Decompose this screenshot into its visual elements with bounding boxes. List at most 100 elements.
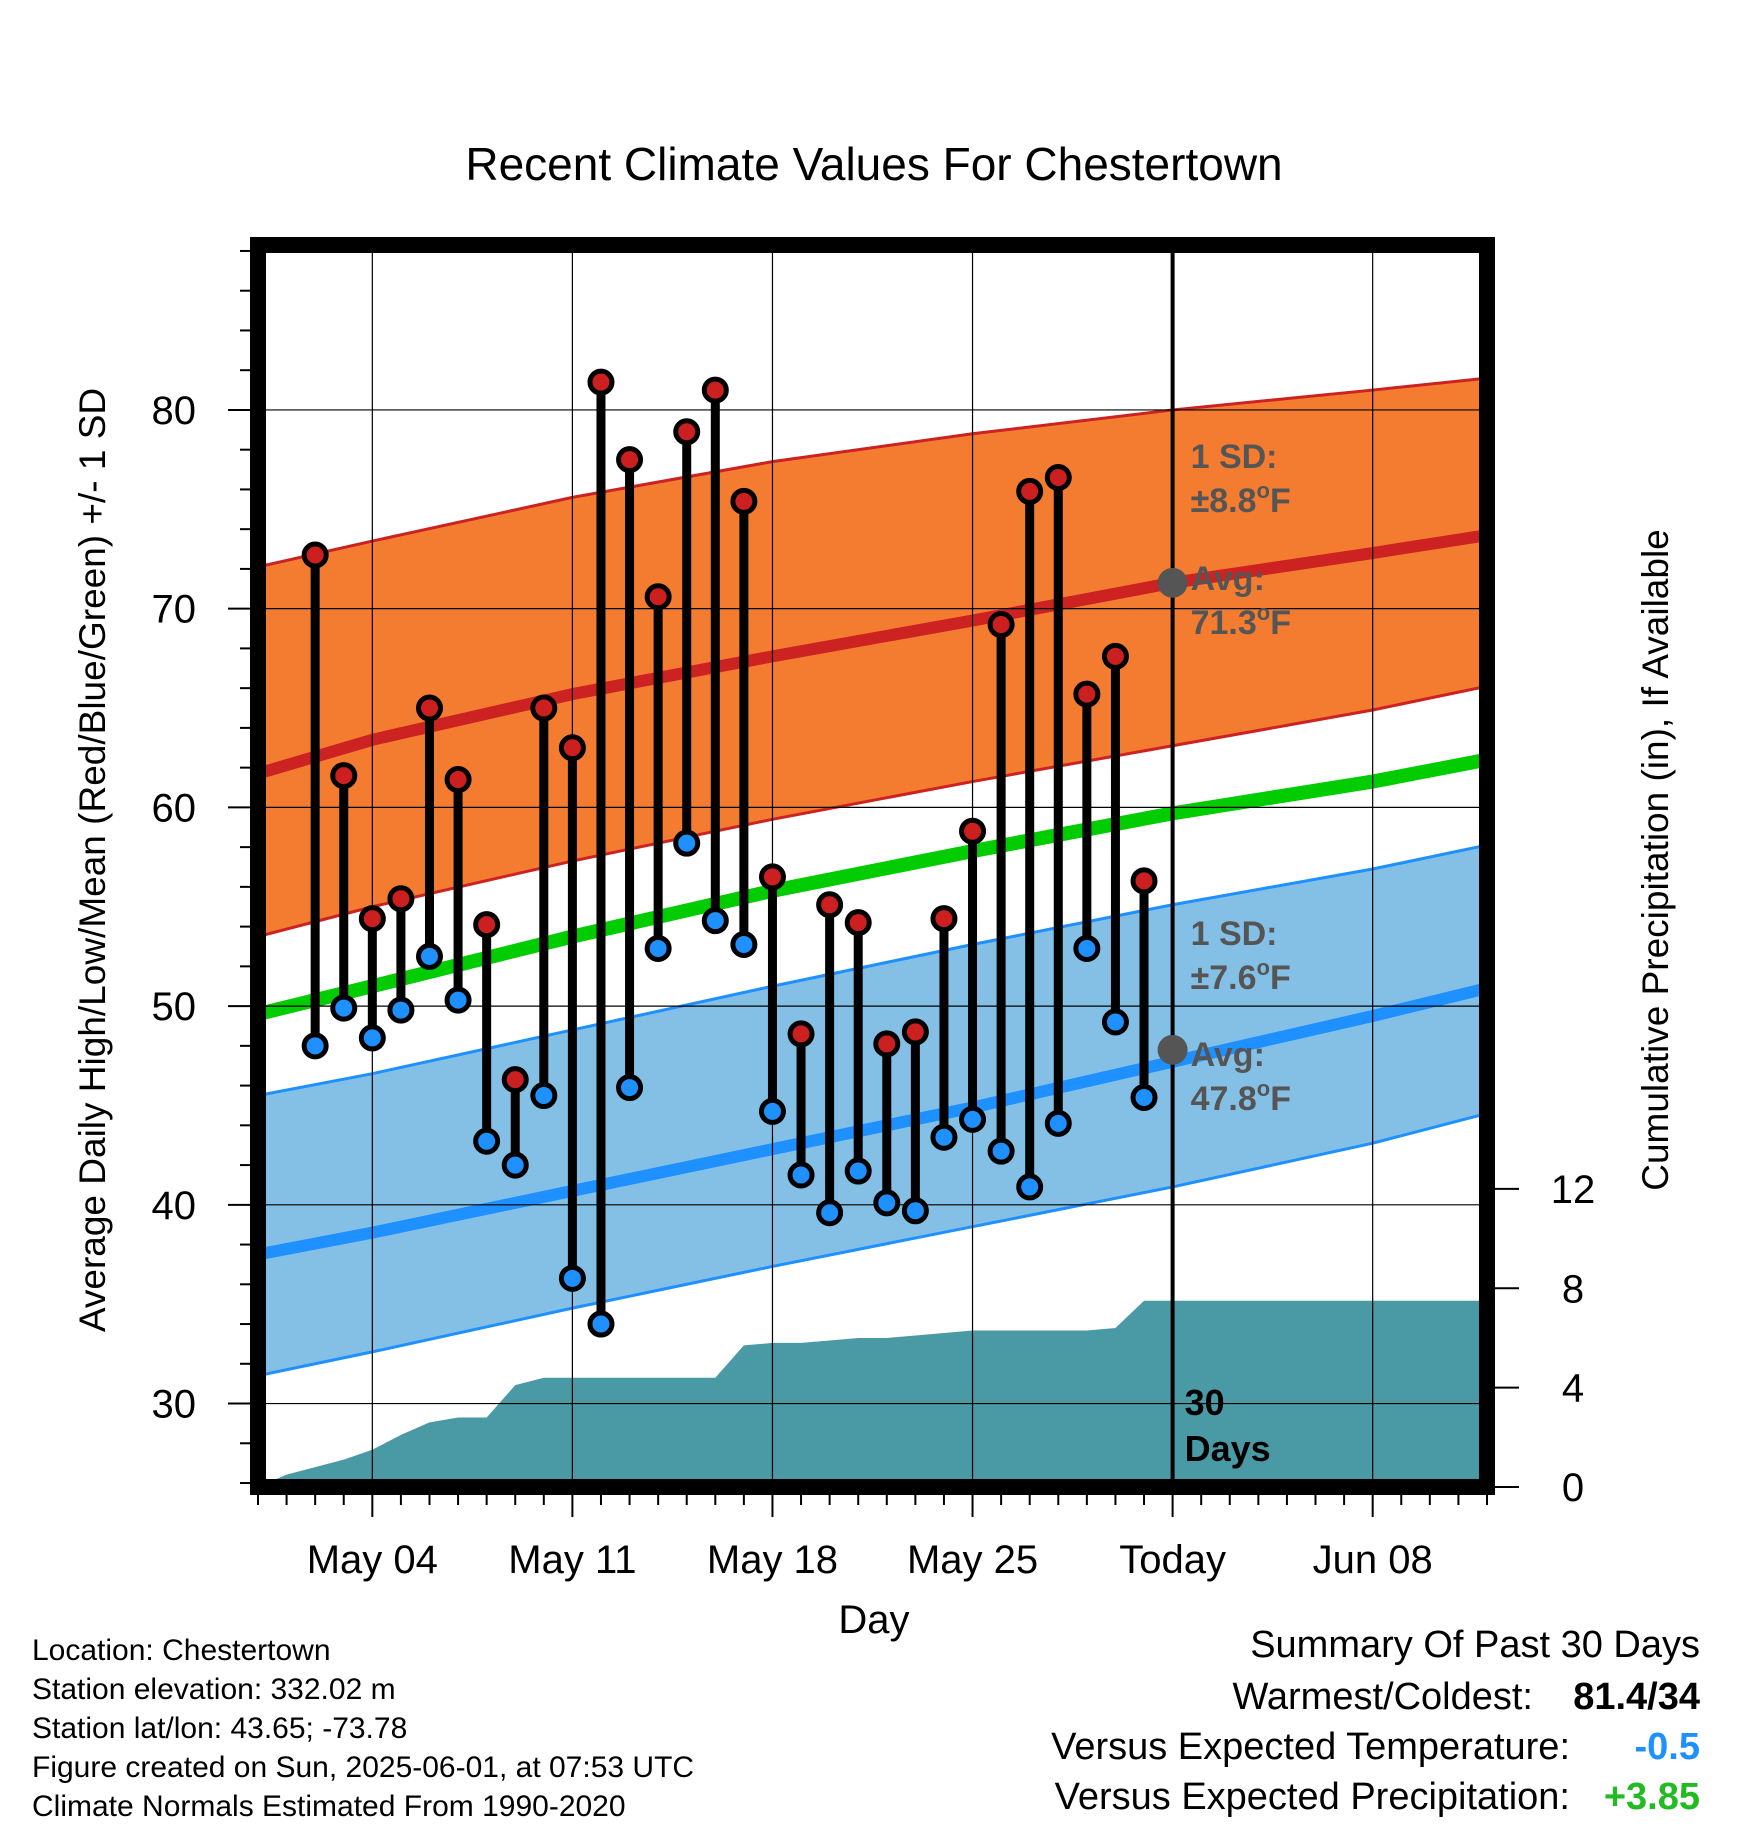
warmest-label: Warmest/Coldest: bbox=[1232, 1676, 1533, 1718]
low-sd-band bbox=[258, 845, 1487, 1376]
daily-low-point bbox=[1016, 1173, 1044, 1201]
low-avg-degree: o bbox=[1257, 1076, 1270, 1101]
daily-low-point bbox=[501, 1151, 529, 1179]
y-axis-right-label: Cumulative Precipitation (in), If Availa… bbox=[1635, 529, 1676, 1191]
daily-high-point bbox=[473, 911, 501, 939]
precip-vs-expected-label: Versus Expected Precipitation: bbox=[1054, 1776, 1570, 1818]
low-avg-marker bbox=[1157, 1034, 1188, 1065]
daily-high-point bbox=[987, 611, 1015, 639]
x-tick-label: Today bbox=[1119, 1538, 1226, 1582]
daily-low-point bbox=[644, 934, 672, 962]
low-sd-label: 1 SD: bbox=[1191, 915, 1278, 953]
low-avg-label: Avg: bbox=[1191, 1036, 1265, 1074]
location-text: Location: Chestertown bbox=[32, 1634, 331, 1667]
low-sd-value: ±7.6oF bbox=[1191, 955, 1291, 997]
daily-high-point bbox=[787, 1020, 815, 1048]
x-tick-label: Jun 08 bbox=[1313, 1538, 1433, 1582]
y-tick-label: 30 bbox=[152, 1383, 197, 1427]
precipitation-area bbox=[258, 1300, 1487, 1487]
high-sd-band bbox=[258, 378, 1487, 937]
x-tick-label: May 04 bbox=[307, 1538, 438, 1582]
daily-high-point bbox=[844, 909, 872, 937]
normals-text: Climate Normals Estimated From 1990-2020 bbox=[32, 1790, 626, 1823]
daily-low-point bbox=[415, 942, 443, 970]
daily-high-point bbox=[587, 368, 615, 396]
elevation-text: Station elevation: 332.02 m bbox=[32, 1673, 396, 1706]
y-tick-label: 70 bbox=[152, 588, 197, 632]
daily-high-point bbox=[1130, 867, 1158, 895]
x-tick-label: May 18 bbox=[707, 1538, 838, 1582]
daily-low-point bbox=[473, 1127, 501, 1155]
daily-low-point bbox=[844, 1157, 872, 1185]
daily-low-point bbox=[444, 986, 472, 1014]
daily-high-point bbox=[1101, 642, 1129, 670]
daily-high-point bbox=[444, 766, 472, 794]
daily-low-point bbox=[701, 907, 729, 935]
y-tick-label: 60 bbox=[152, 786, 197, 830]
warmest-value: 81.4/34 bbox=[1573, 1676, 1700, 1718]
daily-high-point bbox=[1073, 680, 1101, 708]
high-sd-label: 1 SD: bbox=[1191, 438, 1278, 476]
daily-high-point bbox=[358, 905, 386, 933]
x-axis-label: Day bbox=[838, 1598, 909, 1642]
daily-high-point bbox=[701, 376, 729, 404]
high-band-upper-edge bbox=[258, 376, 1487, 569]
high-avg-unit: F bbox=[1270, 604, 1291, 642]
daily-low-point bbox=[873, 1189, 901, 1217]
temp-vs-expected-value: -0.5 bbox=[1634, 1726, 1700, 1768]
chart-title: Recent Climate Values For Chestertown bbox=[465, 138, 1282, 190]
today-days-label: 30 bbox=[1185, 1382, 1225, 1423]
daily-high-point bbox=[616, 446, 644, 474]
daily-high-point bbox=[530, 694, 558, 722]
daily-low-point bbox=[959, 1105, 987, 1133]
normal-mean-line bbox=[258, 752, 1487, 1021]
daily-high-point bbox=[1044, 464, 1072, 492]
y-right-tick-label: 0 bbox=[1562, 1466, 1584, 1510]
daily-low-point bbox=[1101, 1008, 1129, 1036]
y-tick-label: 80 bbox=[152, 389, 197, 433]
plot-content bbox=[258, 245, 1487, 1487]
daily-low-point bbox=[1044, 1109, 1072, 1137]
latlon-text: Station lat/lon: 43.65; -73.78 bbox=[32, 1712, 408, 1745]
daily-low-point bbox=[558, 1264, 586, 1292]
daily-low-point bbox=[787, 1161, 815, 1189]
low-sd-unit: F bbox=[1270, 959, 1291, 997]
daily-high-point bbox=[873, 1030, 901, 1058]
daily-high-point bbox=[930, 905, 958, 933]
high-avg-value: 71.3oF bbox=[1191, 600, 1291, 642]
daily-low-point bbox=[816, 1199, 844, 1227]
daily-high-point bbox=[901, 1018, 929, 1046]
daily-low-point bbox=[387, 996, 415, 1024]
temp-vs-expected-label: Versus Expected Temperature: bbox=[1051, 1726, 1570, 1768]
daily-high-point bbox=[387, 885, 415, 913]
low-sd-degree: o bbox=[1257, 955, 1270, 980]
high-sd-value: ±8.8oF bbox=[1191, 478, 1291, 520]
high-avg-marker bbox=[1157, 567, 1188, 598]
high-sd-unit: F bbox=[1270, 482, 1291, 520]
today-days-label: Days bbox=[1185, 1428, 1271, 1469]
daily-low-point bbox=[730, 930, 758, 958]
y-axis-label: Average Daily High/Low/Mean (Red/Blue/Gr… bbox=[72, 388, 113, 1332]
daily-high-point bbox=[673, 418, 701, 446]
created-text: Figure created on Sun, 2025-06-01, at 07… bbox=[32, 1751, 695, 1784]
daily-low-point bbox=[616, 1074, 644, 1102]
low-avg-unit: F bbox=[1270, 1080, 1291, 1118]
y-tick-label: 50 bbox=[152, 985, 197, 1029]
low-avg-value: 47.8oF bbox=[1191, 1076, 1291, 1118]
low-band-lower-edge bbox=[258, 1111, 1487, 1378]
y-tick-label: 40 bbox=[152, 1184, 197, 1228]
daily-high-point bbox=[959, 817, 987, 845]
summary-title: Summary Of Past 30 Days bbox=[1250, 1624, 1700, 1666]
y-right-tick-label: 4 bbox=[1562, 1367, 1584, 1411]
daily-low-point bbox=[901, 1197, 929, 1225]
daily-low-point bbox=[987, 1137, 1015, 1165]
x-tick-label: May 11 bbox=[508, 1538, 636, 1582]
low-band-upper-edge bbox=[258, 843, 1487, 1097]
daily-high-point bbox=[730, 487, 758, 515]
y-right-tick-label: 12 bbox=[1551, 1168, 1596, 1212]
high-avg-degree: o bbox=[1257, 600, 1270, 625]
daily-high-point bbox=[644, 583, 672, 611]
daily-high-point bbox=[558, 734, 586, 762]
x-tick-label: May 25 bbox=[907, 1538, 1038, 1582]
